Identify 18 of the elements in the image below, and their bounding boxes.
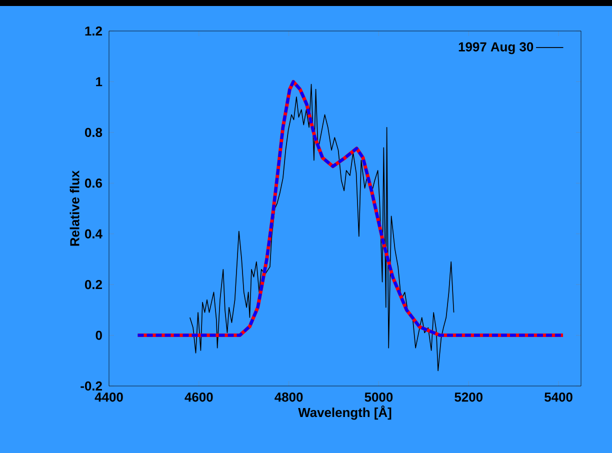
line-series — [190, 84, 454, 372]
y-tick-label: 0 — [96, 330, 102, 340]
x-tick-label: 5400 — [544, 392, 572, 402]
y-axis-title: Relative flux — [70, 170, 80, 246]
x-tick-label: 5200 — [454, 392, 482, 402]
x-tick-label: 4600 — [184, 392, 213, 402]
x-axis-title: Wavelength [Å] — [298, 406, 392, 420]
y-tick-label: 1.2 — [85, 26, 102, 36]
y-tick-label: -0.2 — [80, 381, 102, 391]
y-tick-label: 0.2 — [84, 280, 102, 290]
y-tick-label: 0.8 — [84, 128, 102, 138]
x-tick-label: 4400 — [94, 392, 123, 402]
y-tick-label: 1 — [96, 77, 102, 86]
y-tick-label: 0.6 — [84, 178, 102, 188]
x-tick-label: 4800 — [274, 392, 303, 402]
legend-label: 1997 Aug 30 — [458, 42, 534, 54]
y-tick-label: 0.4 — [84, 229, 102, 238]
x-tick-label: 5000 — [364, 392, 393, 402]
